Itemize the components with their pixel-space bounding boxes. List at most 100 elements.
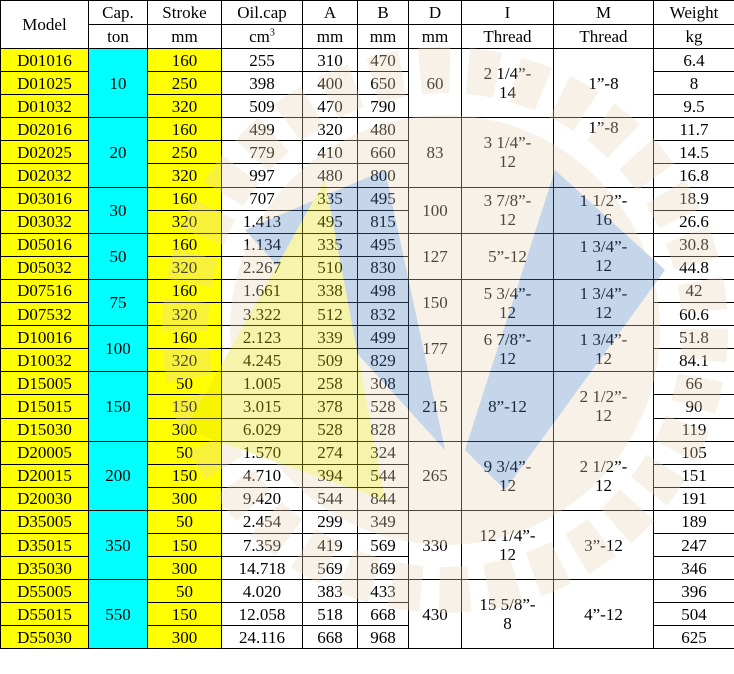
- a-cell-text: 383: [317, 581, 343, 601]
- b-cell: 349: [357, 509, 409, 534]
- i-thread-cell-text: 9 3/4”- 12: [483, 456, 532, 495]
- oil-cell-text: 1.005: [242, 373, 282, 393]
- b-cell-text: 495: [370, 235, 396, 255]
- a-cell: 509: [302, 348, 358, 373]
- d-cell: 177: [408, 325, 462, 373]
- stroke-cell-text: 300: [171, 558, 198, 578]
- oil-cell-text: 2.267: [242, 258, 282, 278]
- d-cell: 265: [408, 440, 462, 511]
- d-cell-text: 430: [422, 604, 448, 624]
- stroke-cell: 160: [147, 117, 222, 142]
- stroke-cell: 320: [147, 163, 222, 188]
- table-row: D55015 150 12.058 518 668 504: [0, 602, 734, 627]
- a-cell: 410: [302, 140, 358, 165]
- oil-cell: 1.570: [221, 440, 303, 465]
- cap-cell-text: 30: [109, 200, 127, 220]
- model-cell-text: D01032: [17, 96, 72, 116]
- model-cell-text: D35015: [17, 535, 72, 555]
- a-cell: 258: [302, 371, 358, 396]
- b-cell: 495: [357, 186, 409, 211]
- header-i: I: [461, 0, 554, 25]
- stroke-cell-text: 160: [171, 281, 198, 301]
- cap-cell-text: 100: [105, 339, 131, 359]
- weight-cell: 151: [653, 463, 734, 488]
- stroke-cell-text: 160: [171, 327, 198, 347]
- unit-m: Thread: [553, 24, 654, 49]
- oil-cell-text: 4.710: [242, 466, 282, 486]
- b-cell: 308: [357, 371, 409, 396]
- header-model: Model: [0, 0, 89, 49]
- model-cell-text: D01025: [17, 73, 72, 93]
- model-cell: D03032: [0, 209, 89, 234]
- stroke-cell: 50: [147, 509, 222, 534]
- stroke-cell-text: 320: [171, 304, 198, 324]
- oil-cell-text: 1.134: [242, 235, 282, 255]
- model-cell: D15030: [0, 417, 89, 442]
- oil-cell-text: 1.413: [242, 212, 282, 232]
- b-cell: 650: [357, 71, 409, 96]
- table-row: D01016 10 160 255 310 470 60 2 1/4”- 14 1”-8 6.4: [0, 47, 734, 119]
- i-thread-cell: 12 1/4”- 12: [461, 509, 554, 581]
- b-cell-text: 650: [370, 73, 396, 93]
- stroke-cell: 160: [147, 278, 222, 304]
- header-oil: Oil.cap: [221, 0, 303, 25]
- b-cell-text: 499: [370, 327, 396, 347]
- b-cell: 869: [357, 556, 409, 581]
- b-cell: 660: [357, 140, 409, 165]
- weight-cell-text: 189: [681, 512, 707, 532]
- model-cell: D07532: [0, 302, 89, 327]
- b-cell: 569: [357, 532, 409, 558]
- model-cell: D35005: [0, 509, 89, 534]
- model-cell-text: D20015: [17, 466, 72, 486]
- a-cell-text: 394: [317, 466, 343, 486]
- stroke-cell: 320: [147, 302, 222, 327]
- b-cell-text: 498: [370, 281, 396, 301]
- a-cell: 470: [302, 94, 358, 119]
- stroke-cell-text: 160: [171, 189, 198, 209]
- weight-cell: 44.8: [653, 255, 734, 280]
- cap-cell-text: 550: [105, 604, 131, 624]
- stroke-cell-text: 50: [176, 512, 193, 532]
- stroke-cell-text: 50: [176, 581, 193, 601]
- b-cell: 832: [357, 302, 409, 327]
- model-cell-text: D20030: [17, 489, 72, 509]
- header-weight: Weight: [653, 0, 734, 25]
- stroke-cell: 250: [147, 140, 222, 165]
- stroke-cell: 300: [147, 625, 222, 650]
- b-cell: 544: [357, 463, 409, 488]
- stroke-cell-text: 300: [171, 489, 198, 509]
- b-cell: 968: [357, 625, 409, 650]
- m-thread-cell-text: 3”-12: [584, 535, 623, 555]
- model-cell-text: D07516: [17, 281, 72, 301]
- unit-i: Thread: [461, 24, 554, 49]
- table-row: D55030 300 24.116 668 968 625: [0, 625, 734, 650]
- a-cell-text: 569: [317, 558, 343, 578]
- b-cell: 844: [357, 486, 409, 511]
- stroke-cell-text: 320: [171, 258, 198, 278]
- cap-cell: 350: [88, 509, 148, 581]
- unit-oil: cm3: [221, 24, 303, 49]
- i-thread-cell-text: 15 5/8”- 8: [479, 595, 536, 634]
- model-cell: D10016: [0, 325, 89, 350]
- d-cell: 60: [408, 47, 462, 119]
- cap-cell-text: 150: [105, 396, 131, 416]
- cap-cell: 100: [88, 325, 148, 373]
- a-cell-text: 335: [317, 235, 343, 255]
- stroke-cell: 160: [147, 232, 222, 257]
- oil-cell-text: 6.029: [242, 420, 282, 440]
- model-cell: D20005: [0, 440, 89, 465]
- stroke-cell: 50: [147, 579, 222, 604]
- cap-cell-text: 50: [109, 246, 127, 266]
- a-cell: 544: [302, 486, 358, 511]
- model-cell-text: D55030: [17, 627, 72, 647]
- weight-cell: 26.6: [653, 209, 734, 234]
- oil-cell: 3.322: [221, 302, 303, 327]
- weight-cell: 189: [653, 509, 734, 534]
- table-row: D03032 320 1.413 495 815 26.6: [0, 209, 734, 234]
- m-thread-cell: 2 1/2”- 12: [553, 440, 654, 511]
- stroke-cell-text: 250: [171, 142, 198, 162]
- oil-cell: 3.015: [221, 394, 303, 419]
- a-cell-text: 528: [317, 420, 343, 440]
- d-cell-text: 150: [422, 293, 448, 313]
- i-thread-cell-text: 5 3/4”- 12: [483, 283, 532, 322]
